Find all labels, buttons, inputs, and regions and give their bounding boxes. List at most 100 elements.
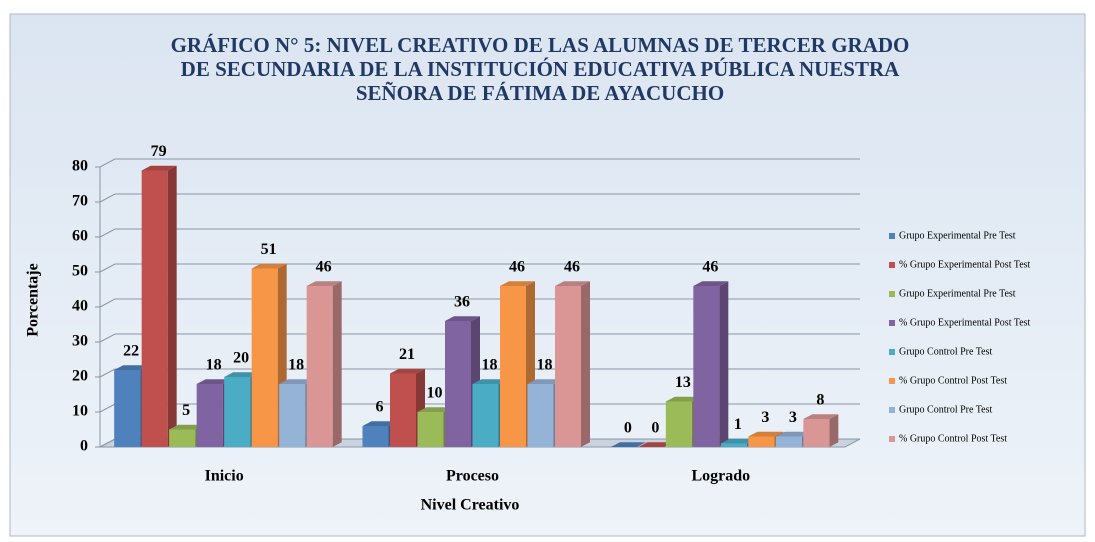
y-tick-label: 20	[72, 368, 88, 385]
grid-line	[99, 228, 860, 238]
bar	[775, 436, 802, 447]
bar-side	[167, 165, 177, 447]
data-label: 46	[316, 259, 332, 276]
data-label: 51	[261, 241, 277, 258]
legend-swatch	[889, 262, 895, 268]
legend-label: Grupo Experimental Pre Test	[899, 288, 1016, 299]
bar-top	[665, 396, 701, 402]
y-tick-label: 0	[80, 438, 88, 455]
legend-swatch	[889, 349, 895, 355]
y-tick-label: 30	[72, 333, 88, 350]
bar-top	[224, 372, 260, 377]
bar-top	[114, 365, 150, 370]
bar-top	[279, 379, 315, 384]
bar	[555, 286, 581, 447]
data-label: 6	[376, 399, 384, 416]
data-label: 0	[651, 420, 659, 437]
bar-top	[720, 438, 756, 444]
chart-title: SEÑORA DE FÁTIMA DE AYACUCHO	[356, 81, 724, 105]
data-label: 36	[454, 294, 470, 311]
legend-label: % Grupo Experimental Post Test	[899, 259, 1031, 270]
legend-swatch	[889, 436, 895, 442]
data-label: 22	[123, 343, 139, 360]
bar	[472, 384, 499, 447]
data-label: 8	[816, 392, 824, 409]
bar-top	[141, 165, 177, 171]
y-tick-label: 70	[72, 193, 88, 210]
bar-top	[251, 263, 287, 269]
bar-top	[775, 431, 811, 437]
data-label: 18	[206, 357, 222, 374]
bar-top	[417, 407, 453, 412]
legend-label: Grupo Control Pre Test	[899, 404, 992, 415]
legend-label: Grupo Control Pre Test	[899, 346, 992, 357]
bar	[720, 443, 747, 447]
legend-swatch	[889, 407, 895, 413]
bar	[445, 321, 471, 447]
bar-top	[445, 316, 480, 321]
legend-label: % Grupo Control Post Test	[899, 375, 1007, 386]
chart-area	[9, 13, 1086, 537]
grid-line	[99, 193, 860, 203]
bar-top	[306, 281, 342, 286]
bar-side	[829, 414, 839, 447]
bar	[362, 426, 389, 447]
bar-top	[555, 281, 590, 286]
bar-top	[169, 424, 205, 430]
data-label: 10	[427, 385, 443, 402]
data-label: 3	[789, 409, 797, 426]
bar	[693, 286, 720, 447]
y-tick-label: 50	[72, 263, 88, 280]
data-label: 18	[537, 357, 553, 374]
bar-top	[748, 431, 784, 437]
bar	[114, 370, 141, 447]
chart-title: GRÁFICO N° 5: NIVEL CREATIVO DE LAS ALUM…	[171, 33, 910, 57]
bar	[141, 170, 168, 447]
bar	[279, 384, 306, 447]
bar-side	[332, 281, 342, 447]
data-label: 46	[702, 259, 718, 276]
bar	[390, 373, 416, 447]
legend-swatch	[889, 291, 895, 297]
data-label: 1	[734, 416, 742, 433]
legend-label: % Grupo Experimental Post Test	[899, 317, 1031, 328]
bar	[306, 286, 333, 447]
x-tick-label: Proceso	[446, 468, 499, 485]
bar-top	[196, 379, 232, 384]
x-tick-label: Inicio	[205, 468, 244, 485]
bar-top	[803, 414, 839, 419]
legend-swatch	[889, 378, 895, 384]
data-label: 13	[675, 374, 691, 391]
bar	[251, 268, 278, 447]
data-label: 21	[399, 346, 415, 363]
y-axis-label: Porcentaje	[25, 263, 42, 336]
bar	[417, 412, 444, 447]
bar	[748, 436, 775, 447]
grid-line	[99, 368, 860, 378]
bar	[500, 286, 526, 447]
bar-top	[362, 421, 398, 426]
data-label: 0	[624, 420, 632, 437]
legend-label: Grupo Experimental Pre Test	[899, 230, 1016, 241]
bar-side	[719, 281, 729, 447]
bar-top	[500, 281, 535, 286]
bar-top	[638, 442, 674, 447]
y-tick-label: 60	[72, 228, 88, 245]
chart-title: DE SECUNDARIA DE LA INSTITUCIÓN EDUCATIV…	[181, 57, 900, 81]
legend-swatch	[889, 320, 895, 326]
data-label: 18	[482, 357, 498, 374]
legend-label: % Grupo Control Post Test	[899, 433, 1007, 444]
data-label: 3	[761, 409, 769, 426]
grid-line	[99, 298, 860, 308]
bar	[665, 401, 692, 447]
bar	[169, 429, 196, 447]
y-tick-label: 40	[72, 298, 88, 315]
data-label: 46	[509, 259, 525, 276]
y-tick-label: 10	[72, 403, 88, 420]
bar	[224, 377, 251, 447]
data-label: 79	[151, 143, 167, 160]
bar	[196, 384, 223, 447]
bar-top	[693, 281, 729, 286]
bar-top	[610, 442, 646, 447]
